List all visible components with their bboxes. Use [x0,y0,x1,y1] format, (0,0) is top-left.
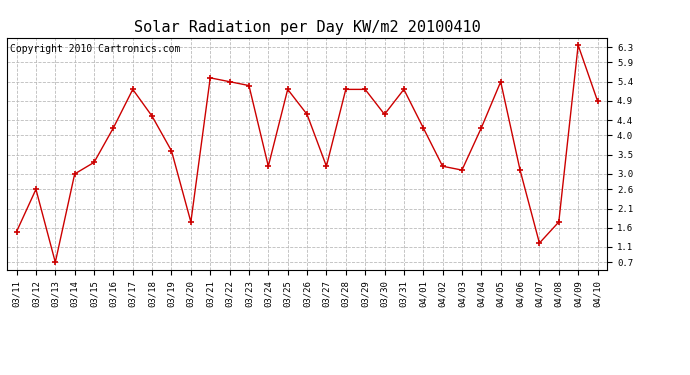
Title: Solar Radiation per Day KW/m2 20100410: Solar Radiation per Day KW/m2 20100410 [134,20,480,35]
Text: Copyright 2010 Cartronics.com: Copyright 2010 Cartronics.com [10,45,180,54]
